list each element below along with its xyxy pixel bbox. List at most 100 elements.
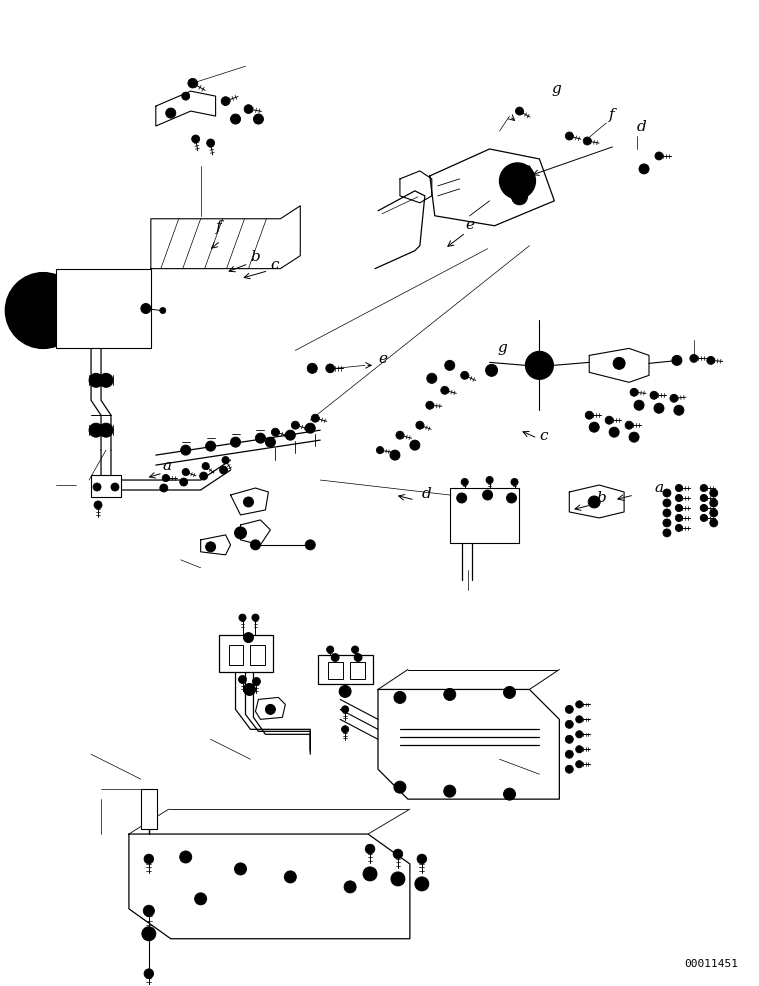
Circle shape: [461, 372, 468, 380]
Circle shape: [663, 509, 671, 517]
Circle shape: [181, 445, 191, 456]
Circle shape: [291, 421, 299, 429]
Circle shape: [244, 105, 253, 113]
Circle shape: [486, 365, 498, 377]
Circle shape: [674, 405, 684, 415]
Circle shape: [417, 854, 427, 864]
Circle shape: [415, 877, 429, 891]
Circle shape: [326, 646, 334, 653]
Circle shape: [181, 92, 190, 101]
Circle shape: [701, 505, 707, 512]
Circle shape: [710, 519, 718, 527]
Circle shape: [650, 391, 658, 399]
Circle shape: [676, 484, 682, 492]
Circle shape: [256, 433, 266, 443]
Circle shape: [670, 394, 678, 402]
Circle shape: [625, 421, 633, 429]
Circle shape: [499, 163, 535, 199]
Circle shape: [344, 880, 356, 893]
Circle shape: [141, 304, 151, 314]
Circle shape: [676, 515, 682, 522]
Circle shape: [575, 760, 583, 768]
Circle shape: [503, 788, 515, 800]
Text: g: g: [551, 82, 561, 96]
Circle shape: [239, 614, 246, 621]
Circle shape: [182, 468, 189, 475]
Circle shape: [426, 401, 434, 409]
Circle shape: [609, 427, 619, 437]
Circle shape: [396, 431, 404, 439]
Circle shape: [285, 430, 295, 440]
Bar: [250, 645, 266, 665]
Circle shape: [365, 844, 375, 854]
Circle shape: [219, 466, 228, 474]
Circle shape: [588, 496, 600, 508]
Circle shape: [503, 686, 515, 698]
Circle shape: [206, 542, 216, 552]
Circle shape: [188, 78, 197, 88]
Text: b: b: [250, 249, 260, 263]
Circle shape: [89, 423, 103, 437]
Bar: [350, 662, 365, 679]
Circle shape: [710, 489, 718, 497]
Circle shape: [89, 374, 103, 387]
Circle shape: [391, 872, 405, 885]
Circle shape: [416, 421, 424, 429]
Circle shape: [710, 499, 718, 507]
Circle shape: [707, 356, 715, 365]
Circle shape: [701, 515, 707, 522]
Bar: [219, 635, 273, 672]
Circle shape: [676, 494, 682, 502]
Circle shape: [5, 272, 81, 348]
Circle shape: [639, 164, 649, 174]
Circle shape: [244, 683, 256, 695]
Circle shape: [222, 457, 229, 463]
Circle shape: [630, 388, 638, 396]
Text: a: a: [162, 459, 172, 473]
Circle shape: [285, 871, 296, 882]
Bar: [228, 645, 244, 665]
Circle shape: [663, 499, 671, 507]
Circle shape: [165, 108, 176, 118]
Text: e: e: [378, 352, 387, 367]
Circle shape: [342, 706, 348, 713]
Circle shape: [93, 483, 101, 491]
Circle shape: [342, 726, 348, 733]
Circle shape: [663, 528, 671, 536]
Circle shape: [634, 400, 644, 410]
Circle shape: [307, 364, 317, 374]
Circle shape: [35, 303, 51, 318]
Text: 00011451: 00011451: [685, 958, 739, 968]
Circle shape: [444, 785, 455, 797]
Bar: [56, 268, 151, 348]
Circle shape: [160, 308, 165, 314]
Circle shape: [663, 519, 671, 527]
Circle shape: [244, 633, 254, 643]
Text: c: c: [270, 257, 279, 271]
Bar: [318, 655, 373, 684]
Circle shape: [427, 374, 436, 384]
Circle shape: [252, 614, 259, 621]
Circle shape: [444, 688, 455, 700]
Circle shape: [305, 540, 315, 550]
Text: d: d: [637, 120, 647, 134]
Circle shape: [701, 494, 707, 502]
Circle shape: [144, 854, 153, 864]
Circle shape: [525, 351, 553, 380]
Circle shape: [305, 423, 315, 433]
Circle shape: [326, 364, 335, 373]
Text: e: e: [466, 218, 474, 232]
Circle shape: [250, 540, 260, 550]
Text: f: f: [609, 108, 615, 122]
Circle shape: [445, 360, 455, 371]
Text: f: f: [216, 220, 221, 234]
Circle shape: [508, 171, 528, 191]
Circle shape: [506, 493, 516, 503]
Circle shape: [231, 437, 241, 447]
Circle shape: [111, 483, 119, 491]
Circle shape: [180, 478, 187, 486]
Circle shape: [254, 114, 263, 124]
Circle shape: [565, 765, 573, 773]
Circle shape: [235, 527, 247, 539]
Circle shape: [142, 927, 156, 941]
